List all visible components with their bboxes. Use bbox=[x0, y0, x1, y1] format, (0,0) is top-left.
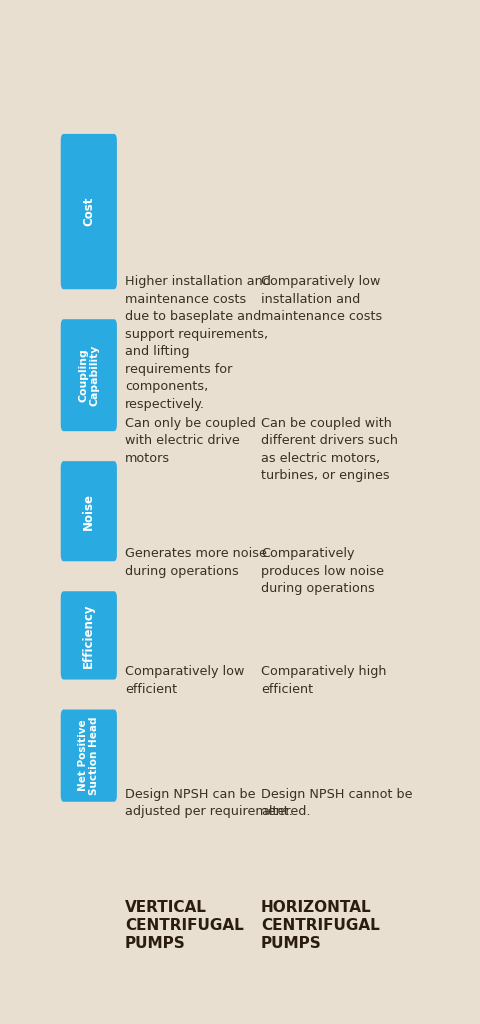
Text: Cost: Cost bbox=[83, 197, 96, 226]
Text: Efficiency: Efficiency bbox=[83, 603, 96, 668]
Text: Comparatively
produces low noise
during operations: Comparatively produces low noise during … bbox=[261, 547, 384, 595]
Text: Can only be coupled
with electric drive
motors: Can only be coupled with electric drive … bbox=[125, 417, 256, 465]
Text: Design NPSH cannot be
altered.: Design NPSH cannot be altered. bbox=[261, 787, 412, 818]
Text: Design NPSH can be
adjusted per requirement.: Design NPSH can be adjusted per requirem… bbox=[125, 787, 293, 818]
FancyBboxPatch shape bbox=[61, 710, 117, 802]
Text: Can be coupled with
different drivers such
as electric motors,
turbines, or engi: Can be coupled with different drivers su… bbox=[261, 417, 398, 482]
FancyBboxPatch shape bbox=[61, 591, 117, 680]
FancyBboxPatch shape bbox=[61, 461, 117, 561]
FancyBboxPatch shape bbox=[61, 134, 117, 289]
Text: Comparatively low
efficient: Comparatively low efficient bbox=[125, 666, 244, 696]
Text: Higher installation and
maintenance costs
due to baseplate and
support requireme: Higher installation and maintenance cost… bbox=[125, 275, 271, 411]
Text: Comparatively low
installation and
maintenance costs: Comparatively low installation and maint… bbox=[261, 275, 382, 323]
Text: Comparatively high
efficient: Comparatively high efficient bbox=[261, 666, 386, 696]
Text: VERTICAL
CENTRIFUGAL
PUMPS: VERTICAL CENTRIFUGAL PUMPS bbox=[125, 899, 244, 950]
Text: Generates more noise
during operations: Generates more noise during operations bbox=[125, 547, 267, 578]
Text: Coupling
Capability: Coupling Capability bbox=[78, 344, 99, 406]
Text: Noise: Noise bbox=[83, 493, 96, 529]
FancyBboxPatch shape bbox=[61, 319, 117, 431]
Text: HORIZONTAL
CENTRIFUGAL
PUMPS: HORIZONTAL CENTRIFUGAL PUMPS bbox=[261, 899, 380, 950]
Text: Net Positive
Suction Head: Net Positive Suction Head bbox=[78, 717, 99, 795]
